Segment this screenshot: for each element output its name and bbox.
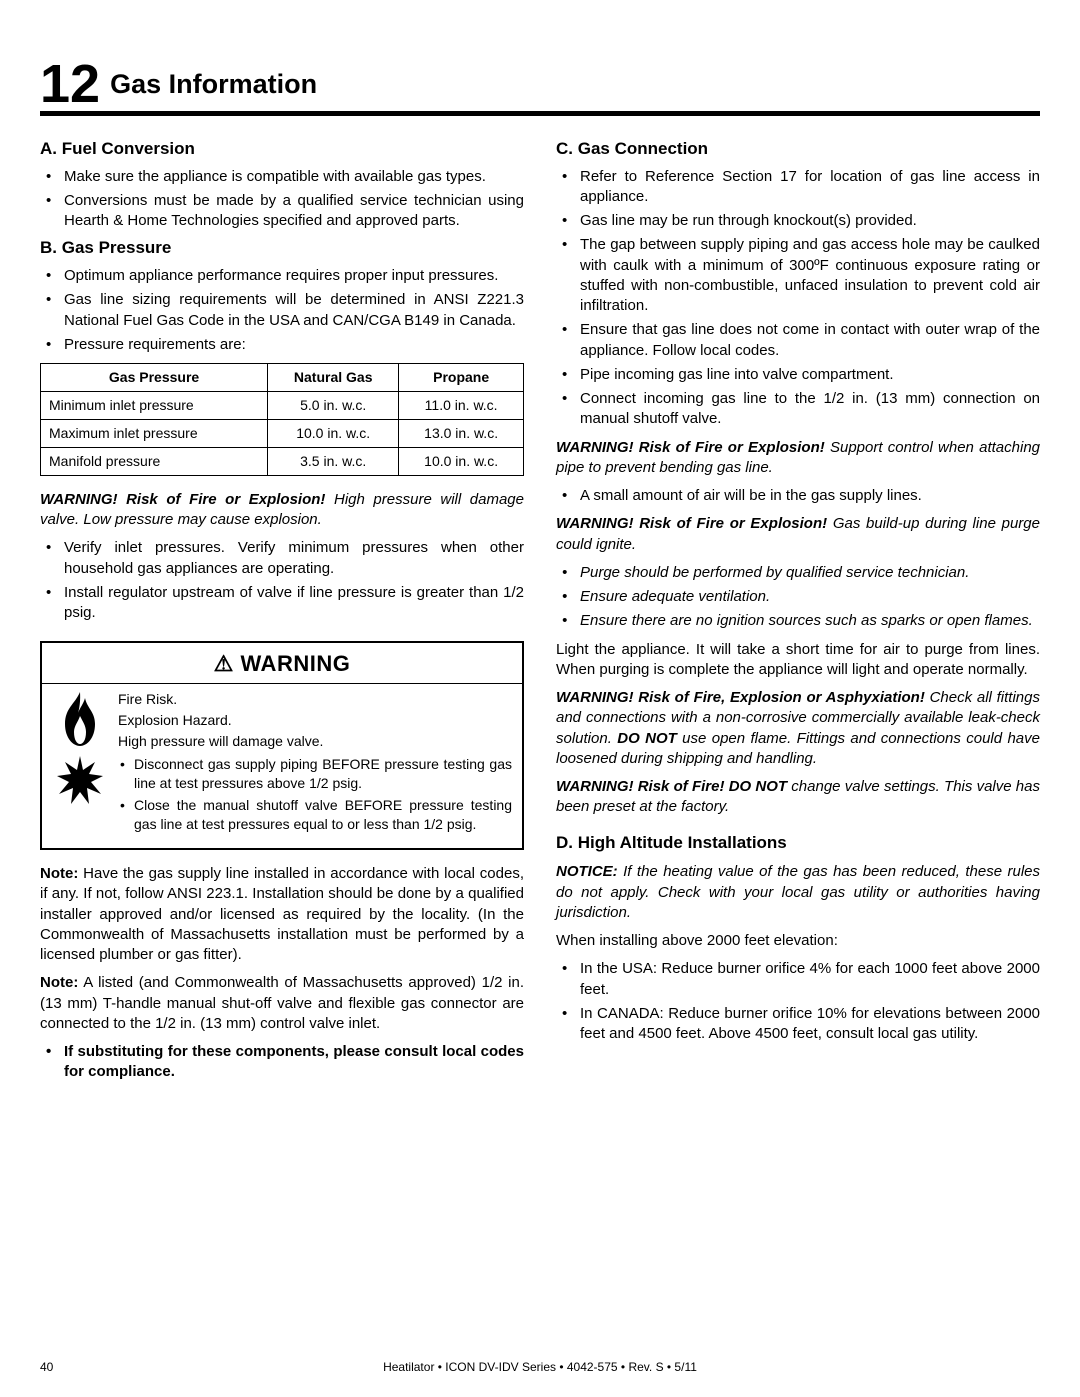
left-column: A. Fuel Conversion Make sure the applian…: [40, 132, 524, 1089]
list-item: In CANADA: Reduce burner orifice 10% for…: [556, 1004, 1040, 1045]
table-row: Manifold pressure 3.5 in. w.c. 10.0 in. …: [41, 447, 524, 475]
table-row: Maximum inlet pressure 10.0 in. w.c. 13.…: [41, 420, 524, 448]
list-item: Ensure adequate ventilation.: [556, 587, 1040, 607]
warning-line: Fire Risk.: [118, 690, 512, 709]
section-c-head: C. Gas Connection: [556, 138, 1040, 161]
section-a-list: Make sure the appliance is compatible wi…: [40, 167, 524, 232]
light-paragraph: Light the appliance. It will take a shor…: [556, 640, 1040, 681]
table-header-row: Gas Pressure Natural Gas Propane: [41, 364, 524, 392]
explosion-icon: [55, 754, 105, 812]
list-item: The gap between supply piping and gas ac…: [556, 235, 1040, 316]
list-item: Make sure the appliance is compatible wi…: [40, 167, 524, 187]
purge-list: Purge should be performed by qualified s…: [556, 563, 1040, 632]
warning-bold: DO NOT: [617, 730, 677, 747]
table-cell: 13.0 in. w.c.: [399, 420, 524, 448]
gas-pressure-table: Gas Pressure Natural Gas Propane Minimum…: [40, 363, 524, 476]
chapter-number: 12: [40, 60, 100, 109]
warning-paragraph: WARNING! Risk of Fire! DO NOT change val…: [556, 777, 1040, 818]
table-cell: 10.0 in. w.c.: [268, 420, 399, 448]
notice-text: If the heating value of the gas has been…: [556, 863, 1040, 921]
flame-icon: [55, 690, 105, 748]
warning-box-title: ⚠ WARNING: [42, 643, 522, 684]
altitude-list: In the USA: Reduce burner orifice 4% for…: [556, 959, 1040, 1044]
table-cell: 5.0 in. w.c.: [268, 392, 399, 420]
list-item: Close the manual shutoff valve BEFORE pr…: [118, 796, 512, 834]
note-lead: Note:: [40, 974, 78, 991]
list-item: Install regulator upstream of valve if l…: [40, 583, 524, 624]
warning-box-text: Fire Risk. Explosion Hazard. High pressu…: [118, 690, 512, 838]
list-item: Purge should be performed by qualified s…: [556, 563, 1040, 583]
list-item: In the USA: Reduce burner orifice 4% for…: [556, 959, 1040, 1000]
substitution-list: If substituting for these components, pl…: [40, 1042, 524, 1083]
note-text: Have the gas supply line installed in ac…: [40, 865, 524, 963]
warning-lead: WARNING! Risk of Fire or Explosion!: [556, 515, 827, 532]
list-item: Optimum appliance performance requires p…: [40, 266, 524, 286]
note-text: A listed (and Commonwealth of Massachuse…: [40, 974, 524, 1032]
list-item: Pressure requirements are:: [40, 335, 524, 355]
note-lead: Note:: [40, 865, 78, 882]
warning-box: ⚠ WARNING Fire Risk. Explosion Hazard. H…: [40, 641, 524, 850]
table-cell: 10.0 in. w.c.: [399, 447, 524, 475]
warning-paragraph: WARNING! Risk of Fire or Explosion! High…: [40, 490, 524, 531]
warning-triangle-icon: ⚠: [214, 651, 234, 676]
list-item: If substituting for these components, pl…: [40, 1042, 524, 1083]
section-c-list: Refer to Reference Section 17 for locati…: [556, 167, 1040, 430]
content-columns: A. Fuel Conversion Make sure the applian…: [40, 132, 1040, 1089]
chapter-header: 12 Gas Information: [40, 60, 1040, 116]
footer-center: Heatilator • ICON DV-IDV Series • 4042-5…: [40, 1359, 1040, 1375]
notice-lead: NOTICE:: [556, 863, 618, 880]
altitude-intro: When installing above 2000 feet elevatio…: [556, 931, 1040, 951]
section-b-list: Optimum appliance performance requires p…: [40, 266, 524, 355]
page-footer: 40 Heatilator • ICON DV-IDV Series • 404…: [40, 1359, 1040, 1375]
table-cell: Maximum inlet pressure: [41, 420, 268, 448]
list-item: Pipe incoming gas line into valve compar…: [556, 365, 1040, 385]
warning-box-body: Fire Risk. Explosion Hazard. High pressu…: [42, 684, 522, 848]
right-column: C. Gas Connection Refer to Reference Sec…: [556, 132, 1040, 1089]
warning-lead: WARNING! Risk of Fire or Explosion!: [40, 491, 325, 508]
air-list: A small amount of air will be in the gas…: [556, 486, 1040, 506]
warning-title-text: WARNING: [234, 651, 350, 676]
table-row: Minimum inlet pressure 5.0 in. w.c. 11.0…: [41, 392, 524, 420]
warning-line: Explosion Hazard.: [118, 711, 512, 730]
notice-paragraph: NOTICE: If the heating value of the gas …: [556, 862, 1040, 923]
section-a-head: A. Fuel Conversion: [40, 138, 524, 161]
list-item: Disconnect gas supply piping BEFORE pres…: [118, 755, 512, 793]
warning-box-list: Disconnect gas supply piping BEFORE pres…: [118, 755, 512, 835]
warning-lead: WARNING! Risk of Fire, Explosion or Asph…: [556, 689, 925, 706]
list-item: Verify inlet pressures. Verify minimum p…: [40, 538, 524, 579]
warning-lead: WARNING! Risk of Fire! DO NOT: [556, 778, 787, 795]
list-item: Gas line may be run through knockout(s) …: [556, 211, 1040, 231]
warning-icons: [52, 690, 108, 838]
warning-paragraph: WARNING! Risk of Fire or Explosion! Supp…: [556, 438, 1040, 479]
chapter-title: Gas Information: [110, 66, 317, 108]
warning-paragraph: WARNING! Risk of Fire or Explosion! Gas …: [556, 514, 1040, 555]
table-cell: Manifold pressure: [41, 447, 268, 475]
warning-line: High pressure will damage valve.: [118, 732, 512, 751]
table-cell: 3.5 in. w.c.: [268, 447, 399, 475]
table-cell: Minimum inlet pressure: [41, 392, 268, 420]
warning-paragraph: WARNING! Risk of Fire, Explosion or Asph…: [556, 688, 1040, 769]
table-cell: 11.0 in. w.c.: [399, 392, 524, 420]
section-b-head: B. Gas Pressure: [40, 237, 524, 260]
col-header: Propane: [399, 364, 524, 392]
list-item: Gas line sizing requirements will be det…: [40, 290, 524, 331]
list-item: Conversions must be made by a qualified …: [40, 191, 524, 232]
list-item: Ensure that gas line does not come in co…: [556, 320, 1040, 361]
section-d-head: D. High Altitude Installations: [556, 832, 1040, 855]
note-paragraph: Note: A listed (and Commonwealth of Mass…: [40, 973, 524, 1034]
warning-lead: WARNING! Risk of Fire or Explosion!: [556, 439, 825, 456]
list-item: A small amount of air will be in the gas…: [556, 486, 1040, 506]
col-header: Gas Pressure: [41, 364, 268, 392]
note-paragraph: Note: Have the gas supply line installed…: [40, 864, 524, 965]
col-header: Natural Gas: [268, 364, 399, 392]
list-item: Connect incoming gas line to the 1/2 in.…: [556, 389, 1040, 430]
after-warning-list: Verify inlet pressures. Verify minimum p…: [40, 538, 524, 623]
list-item: Refer to Reference Section 17 for locati…: [556, 167, 1040, 208]
list-item: Ensure there are no ignition sources suc…: [556, 611, 1040, 631]
